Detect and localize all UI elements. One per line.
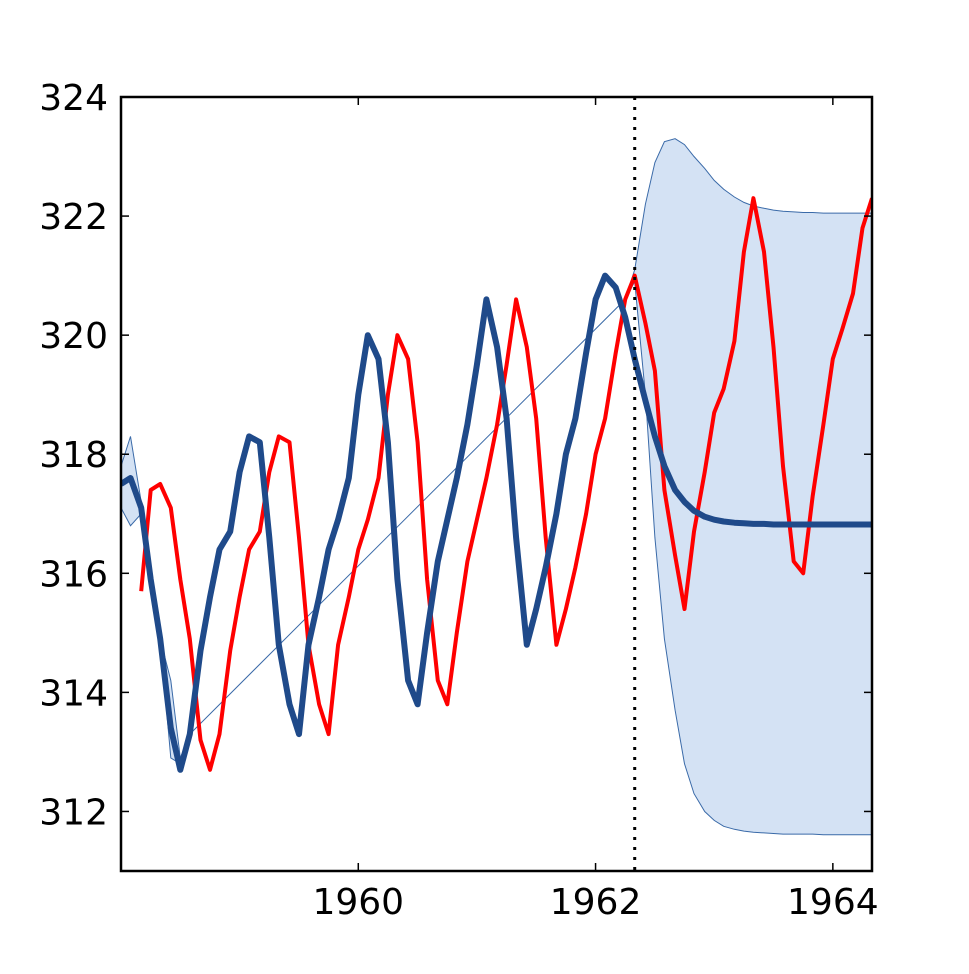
confidence-interval-band [121, 138, 872, 836]
plot-frame [119, 95, 874, 873]
y-tick-label: 322 [39, 197, 108, 238]
y-tick-label: 318 [39, 435, 108, 476]
y-tick-label: 320 [39, 316, 108, 357]
x-tick-label: 1962 [550, 882, 642, 923]
y-tick-label: 324 [39, 78, 108, 119]
confidence-interval-layer [121, 138, 872, 836]
observed-series-line [139, 196, 872, 772]
y-tick-label: 316 [39, 554, 108, 595]
y-tick-label: 314 [39, 673, 108, 714]
x-tick-label: 1960 [312, 882, 404, 923]
axes-layer: 1960 1962 1964 312 314 316 318 320 322 324 [39, 78, 878, 923]
prediction-series-line [121, 272, 872, 773]
series-layer [121, 196, 872, 773]
x-tick-label: 1964 [787, 882, 879, 923]
y-tick-label: 312 [39, 792, 108, 833]
